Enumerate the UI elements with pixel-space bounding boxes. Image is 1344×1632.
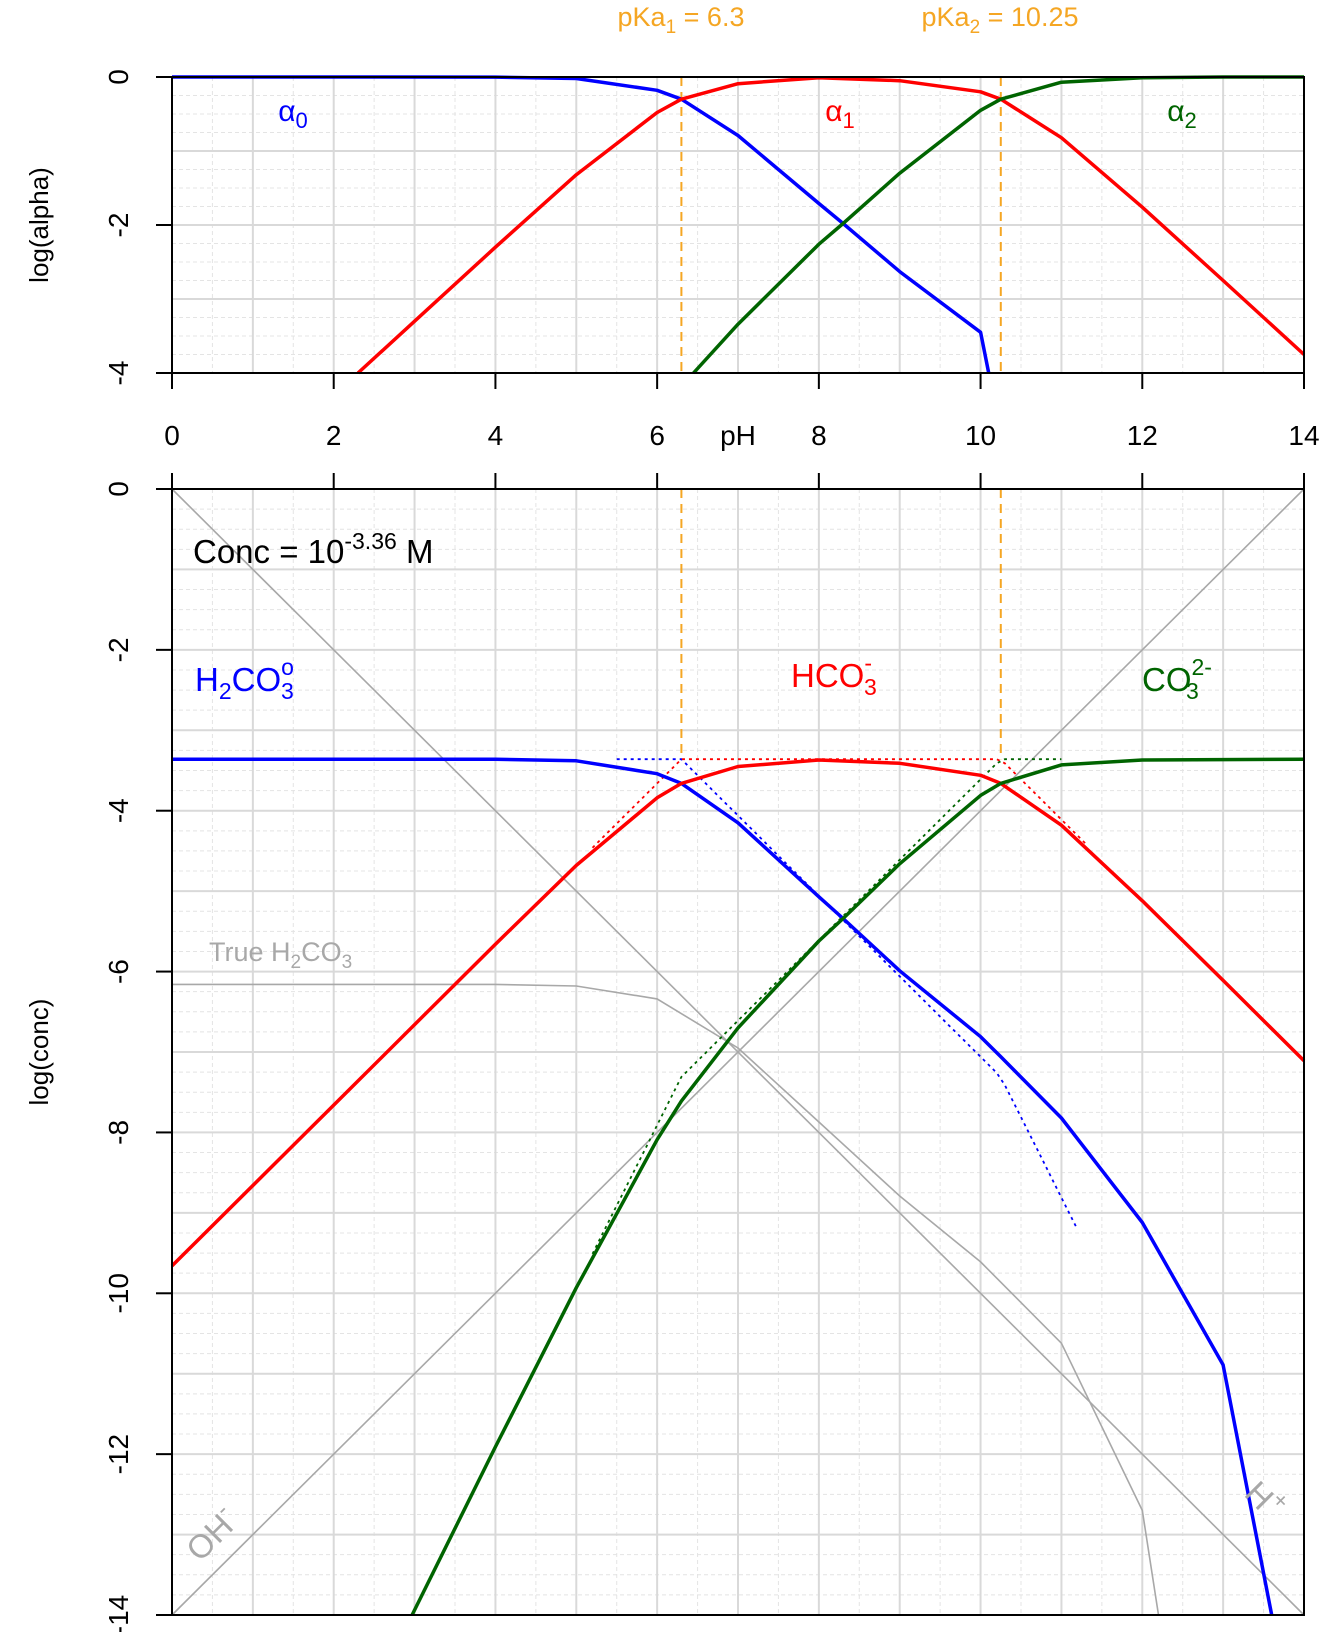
h2co3-label: H2COo 3 — [195, 654, 294, 704]
true-h2co3-line — [172, 983, 1160, 1616]
bottom-y-tick-label: -2 — [103, 637, 134, 662]
axes: 0 2 4 6 8 10 12 14 0 -2 -4 0 -2 -4 -6 -8 -10 -12 -14 — [103, 69, 1320, 1632]
pka-lines — [680, 77, 1002, 760]
co3-approx-line — [591, 758, 1062, 1255]
x-tick-label: 0 — [164, 420, 180, 451]
true-h2co3-label: True H2CO3 — [209, 937, 352, 973]
x-tick-label: 14 — [1288, 420, 1319, 451]
hco3-curve — [170, 758, 1306, 1268]
top-grid — [171, 76, 1305, 374]
approximation-lines — [591, 758, 1087, 1255]
conc-label: Conc = 10-3.36 M — [193, 528, 433, 570]
bottom-y-axis-title: log(conc) — [24, 999, 54, 1106]
top-y-axis-title: log(alpha) — [24, 167, 54, 283]
h2co3-approx-line — [616, 758, 1079, 1231]
oh--line — [171, 488, 1305, 1616]
h2co3-curve — [172, 757, 1274, 1616]
pka1-label: pKa1 = 6.3 — [618, 2, 745, 38]
alpha1-label: α1 — [825, 95, 855, 133]
bottom-y-tick-label: -10 — [103, 1273, 134, 1313]
oh-label: OH- — [175, 1497, 246, 1568]
x-tick-label: 10 — [965, 420, 996, 451]
x-tick-label: 8 — [811, 420, 827, 451]
bottom-y-tick-label: -6 — [103, 959, 134, 984]
hco3-label: HCO-3 — [791, 650, 877, 700]
bottom-plot-frame — [171, 488, 1305, 1616]
x-axis-title: pH — [720, 420, 756, 451]
x-tick-label: 12 — [1127, 420, 1158, 451]
top-y-tick-label: -4 — [103, 361, 134, 386]
bottom-y-tick-label: -8 — [103, 1120, 134, 1145]
top-y-tick-label: -2 — [103, 213, 134, 238]
alpha0-label: α0 — [278, 95, 308, 133]
bottom-y-tick-label: -12 — [103, 1434, 134, 1474]
x-tick-label: 2 — [326, 420, 342, 451]
x-tick-label: 4 — [488, 420, 504, 451]
hco3-approx-line — [591, 758, 1087, 849]
water-lines — [171, 488, 1305, 1616]
bottom-y-tick-label: -4 — [103, 798, 134, 823]
co3-label: CO2-3 — [1142, 654, 1212, 704]
co3-curve — [410, 757, 1305, 1616]
x-tick-label: 6 — [649, 420, 665, 451]
alpha2-label: α2 — [1167, 95, 1197, 133]
top-y-tick-label: 0 — [103, 69, 134, 85]
bottom-y-tick-label: -14 — [103, 1595, 134, 1632]
bottom-y-tick-label: 0 — [103, 481, 134, 497]
pka2-label: pKa2 = 10.25 — [922, 2, 1079, 38]
